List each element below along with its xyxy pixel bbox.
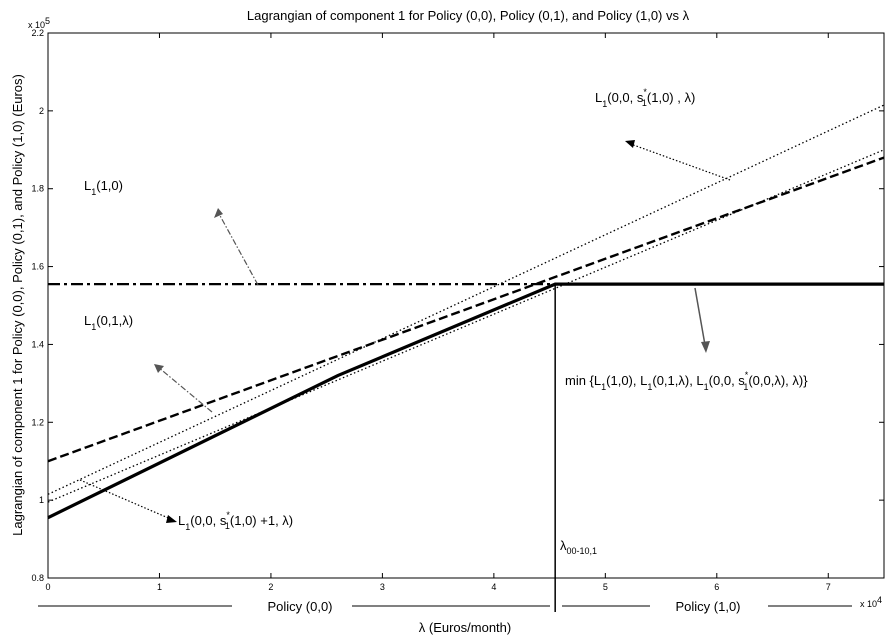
x-tick-label: 4 — [491, 582, 496, 592]
x-scale-label: x 104 — [860, 595, 882, 609]
arrow-l1-10 — [217, 211, 259, 286]
series-layer — [47, 104, 885, 520]
arrow-l1-01 — [157, 366, 213, 413]
arrow-min — [694, 287, 706, 346]
arrow-l1-00-b — [79, 479, 174, 521]
policy-regions: Policy (0,0) Policy (1,0) — [38, 599, 852, 614]
arrow-l1-10-head — [214, 208, 223, 218]
y-tick-label: 1.2 — [31, 417, 44, 427]
arrow-l1-00-b-head — [166, 515, 177, 523]
y-axis-label: Lagrangian of component 1 for Policy (0,… — [10, 74, 25, 536]
arrow-min-head — [701, 341, 710, 353]
x-axis-label: λ (Euros/month) — [419, 620, 511, 635]
y-tick-label: 2.2 — [31, 28, 44, 38]
annotation-l1-01: L1(0,1,λ) — [84, 313, 133, 332]
series-line-l00b — [47, 149, 885, 503]
annotation-min: min {L1(1,0), L1(0,1,λ), L1(0,0, s* 1(0,0… — [565, 370, 808, 392]
series-line-lmin — [47, 282, 884, 520]
annotation-l1-00-b: L1(0,0, s* 1(1,0) +1, λ) — [178, 510, 293, 532]
y-tick-label: 2 — [39, 106, 44, 116]
x-tick-label: 7 — [826, 582, 831, 592]
arrow-l1-00-a — [627, 142, 731, 181]
annotation-l1-00-a: L1(0,0, s* 1(1,0) , λ) — [595, 87, 695, 109]
plot-area — [47, 32, 885, 579]
y-scale-label: x 105 — [28, 16, 50, 30]
y-tick-label: 0.8 — [31, 573, 44, 583]
x-tick-labels: 0 1 2 3 4 5 6 7 — [45, 582, 830, 592]
arrow-l1-00-a-head — [625, 140, 635, 148]
y-tick-label: 1.6 — [31, 262, 44, 272]
y-tick-label: 1.4 — [31, 339, 44, 349]
annotation-arrows — [79, 140, 731, 523]
x-tick-label: 2 — [268, 582, 273, 592]
x-tick-label: 0 — [45, 582, 50, 592]
x-tick-label: 3 — [380, 582, 385, 592]
policy-00-label: Policy (0,0) — [267, 599, 332, 614]
threshold-label: λ00-10,1 — [560, 538, 597, 556]
annotation-l1-10: L1(1,0) — [84, 178, 123, 197]
arrow-l1-01-head — [154, 364, 164, 373]
series-line-l01 — [47, 156, 885, 463]
x-tick-label: 1 — [157, 582, 162, 592]
x-tick-label: 5 — [603, 582, 608, 592]
tick-marks — [47, 32, 884, 579]
policy-10-label: Policy (1,0) — [675, 599, 740, 614]
y-tick-label: 1.8 — [31, 184, 44, 194]
y-tick-labels: 0.8 1 1.2 1.4 1.6 1.8 2 2.2 — [31, 28, 44, 583]
chart-title: Lagrangian of component 1 for Policy (0,… — [247, 8, 690, 23]
x-tick-label: 6 — [714, 582, 719, 592]
series-line-l00a — [47, 104, 885, 495]
y-tick-label: 1 — [39, 495, 44, 505]
